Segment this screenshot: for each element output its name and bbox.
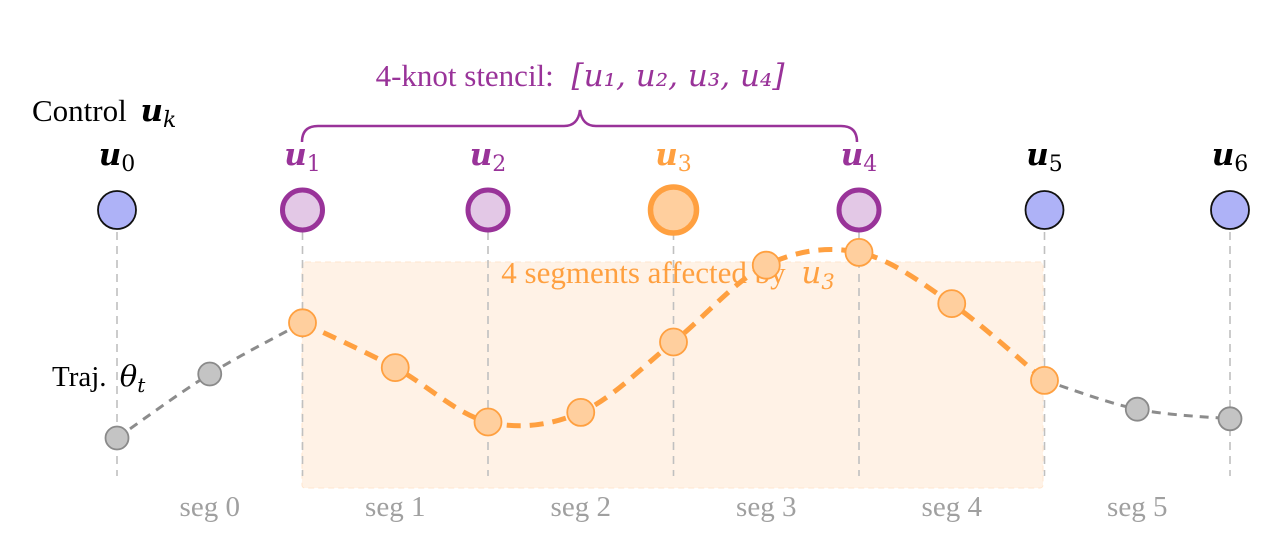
knot-u1 [280,187,325,233]
knot-label-symbol: u [99,137,122,173]
trajectory-point-gray [197,361,223,387]
knot-label-u6: u6 [1212,137,1249,177]
knot-u0 [97,190,137,230]
knot-u5 [1024,190,1065,230]
knot-u3 [647,184,700,236]
segment-label-2: seg 2 [551,491,611,523]
trajectory-point-affected [473,407,503,437]
control-label-text: Control [32,93,127,128]
control-knots: u0 u1 u2 u3 u4 u5 u6 [97,137,1250,236]
knot-label-sub: 4 [863,152,877,177]
knot-label-sub: 6 [1234,152,1248,177]
control-label: Control uk [32,93,176,133]
trajectory-label-symbol: θ [120,359,137,393]
segment-label-0: seg 0 [180,491,240,523]
trajectory-point-affected [380,353,410,383]
segment-label-5: seg 5 [1107,491,1167,523]
trajectory-point-gray [1124,396,1150,422]
knot-label-u5: u5 [1026,137,1063,177]
trajectory-point-affected [659,327,688,357]
segment-label-3: seg 3 [736,491,796,523]
stencil-brace [300,109,859,143]
trajectory-point-gray [104,425,130,451]
trajectory-point-affected [937,289,967,319]
trajectory-label: Traj. θt [52,359,146,397]
knot-label-sub: 2 [492,152,506,177]
knot-label-u1: u1 [284,137,321,177]
knot-u4 [836,187,882,233]
trajectory-point-affected [288,308,317,338]
trajectory-point-affected [566,397,596,427]
stencil-title-list: [u₁, u₂, u₃, u₄] [572,58,786,94]
knot-label-sub: 3 [678,152,692,177]
knot-label-sub: 0 [121,152,135,177]
knot-label-symbol: u [655,137,678,173]
knot-label-u2: u2 [470,137,507,177]
segment-labels: seg 0 seg 1 seg 2 seg 3 seg 4 seg 5 [180,491,1168,523]
knot-label-symbol: u [284,137,307,173]
affected-label: 4 segments affected by u3 [501,255,834,294]
knot-label-symbol: u [1026,137,1049,173]
knot-u2 [465,187,511,233]
affected-label-symbol: u [801,255,821,291]
affected-region [301,261,1044,489]
knot-label-symbol: u [841,137,864,173]
trajectory-points [104,237,1243,451]
trajectory-label-sub: t [137,373,146,397]
segment-label-1: seg 1 [365,491,425,523]
affected-label-text: 4 segments affected by [501,255,786,290]
trajectory-point-affected [751,250,781,280]
trajectory-point-gray [1217,406,1243,432]
knot-label-u4: u4 [841,137,878,177]
trajectory-point-affected [844,237,874,267]
control-label-sub: k [163,108,176,133]
knot-label-symbol: u [470,137,493,173]
stencil-title: 4-knot stencil: [u₁, u₂, u₃, u₄] [376,58,786,94]
affected-label-sub: 3 [821,270,834,294]
segment-label-4: seg 4 [922,491,983,523]
trajectory-point-affected [1030,365,1059,395]
knot-label-sub: 1 [307,152,321,177]
knot-label-symbol: u [1212,137,1235,173]
knot-label-sub: 5 [1049,152,1063,177]
knot-label-u3: u3 [655,137,692,177]
trajectory-label-text: Traj. [52,361,107,393]
knot-u6 [1210,190,1250,230]
knot-label-u0: u0 [99,137,136,177]
stencil-title-prefix: 4-knot stencil: [376,58,554,93]
control-label-symbol: u [140,93,163,129]
